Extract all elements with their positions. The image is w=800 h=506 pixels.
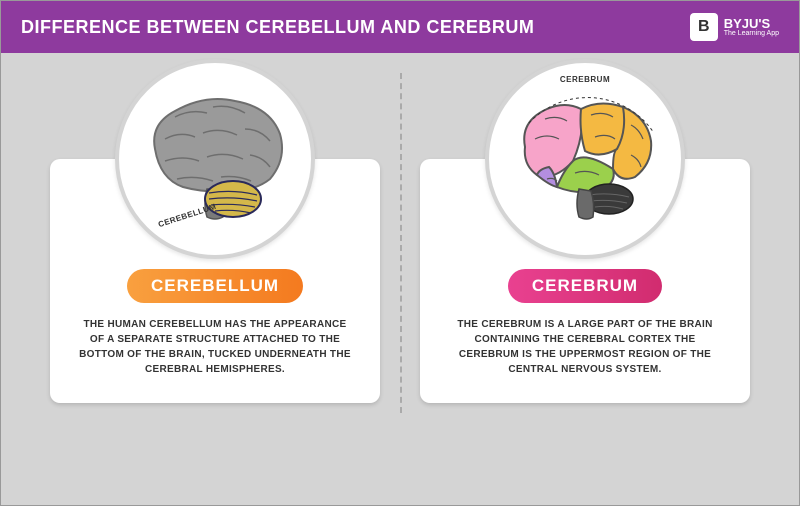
logo-name: BYJU'S bbox=[724, 17, 779, 30]
cerebrum-tag: CEREBRUM bbox=[508, 269, 662, 303]
page-title: DIFFERENCE BETWEEN CEREBELLUM AND CEREBR… bbox=[21, 17, 534, 38]
logo-tagline: The Learning App bbox=[724, 30, 779, 37]
logo-badge: B bbox=[690, 13, 718, 41]
cerebellum-description: THE HUMAN CEREBELLUM HAS THE APPEARANCE … bbox=[70, 317, 360, 377]
cerebellum-card: CEREBELLUM CEREBELLUM THE HUMAN CEREBELL… bbox=[50, 159, 380, 403]
cerebrum-card: CEREBRUM CEREBRUM THE CEREBRUM IS A LARG… bbox=[420, 159, 750, 403]
cerebellum-tag: CEREBELLUM bbox=[127, 269, 303, 303]
vertical-divider bbox=[400, 73, 402, 413]
logo-text: BYJU'S The Learning App bbox=[724, 17, 779, 37]
main-content: CEREBELLUM CEREBELLUM THE HUMAN CEREBELL… bbox=[1, 53, 799, 403]
header-bar: DIFFERENCE BETWEEN CEREBELLUM AND CEREBR… bbox=[1, 1, 799, 53]
cerebrum-arc-label: CEREBRUM bbox=[560, 75, 610, 84]
byjus-logo: B BYJU'S The Learning App bbox=[690, 13, 779, 41]
cerebrum-circle: CEREBRUM bbox=[485, 59, 685, 259]
cerebellum-circle: CEREBELLUM bbox=[115, 59, 315, 259]
cerebrum-description: THE CEREBRUM IS A LARGE PART OF THE BRAI… bbox=[440, 317, 730, 377]
cerebrum-arc-icon bbox=[489, 63, 689, 263]
